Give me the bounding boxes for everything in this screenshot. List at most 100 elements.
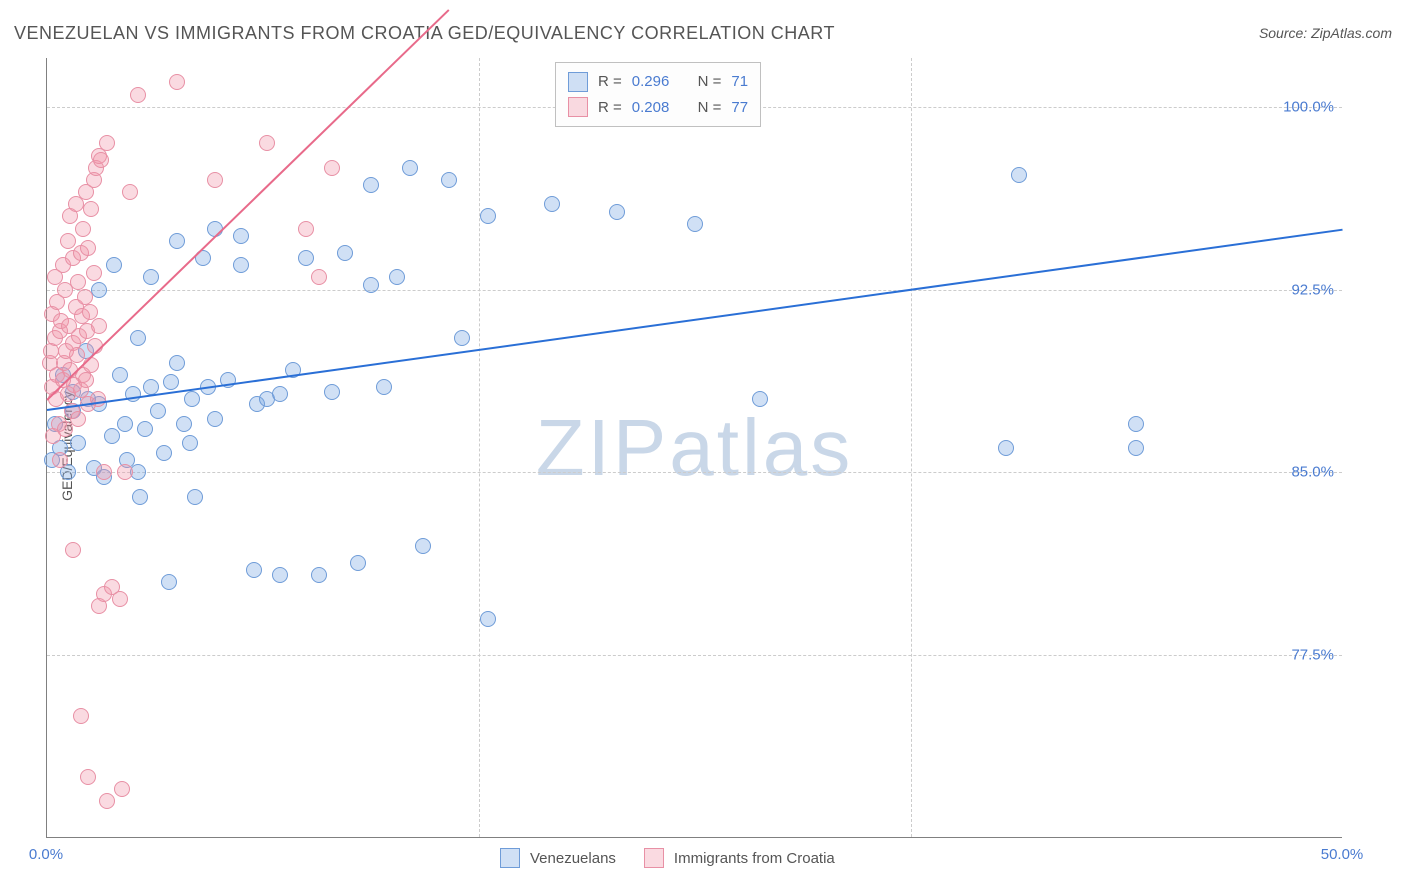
data-point [207,172,223,188]
data-point [150,403,166,419]
r-label: R = [598,95,622,121]
swatch-icon [500,848,520,868]
data-point [311,269,327,285]
data-point [132,489,148,505]
data-point [176,416,192,432]
swatch-icon [568,97,588,117]
data-point [106,257,122,273]
data-point [117,416,133,432]
data-point [363,177,379,193]
data-point [389,269,405,285]
plot-area: ZIPatlas 77.5% 85.0% 92.5% 100.0% [46,58,1342,838]
data-point [480,611,496,627]
data-point [272,567,288,583]
data-point [73,708,89,724]
n-value: 71 [731,69,748,95]
legend-stat-row: R = 0.296 N = 71 [568,69,748,95]
data-point [90,391,106,407]
data-point [207,411,223,427]
legend-item: Venezuelans [500,848,616,868]
r-value: 0.208 [632,95,670,121]
data-point [114,781,130,797]
data-point [1128,440,1144,456]
data-point [544,196,560,212]
data-point [998,440,1014,456]
data-point [78,372,94,388]
data-point [112,591,128,607]
data-point [125,386,141,402]
data-point [376,379,392,395]
data-point [70,435,86,451]
data-point [83,201,99,217]
gridline-vertical [911,58,912,837]
data-point [77,289,93,305]
gridline-horizontal [47,472,1342,473]
n-value: 77 [731,95,748,121]
data-point [337,245,353,261]
data-point [169,233,185,249]
data-point [350,555,366,571]
data-point [130,87,146,103]
data-point [91,318,107,334]
data-point [99,135,115,151]
data-point [272,386,288,402]
swatch-icon [644,848,664,868]
data-point [75,221,91,237]
data-point [65,542,81,558]
data-point [99,793,115,809]
data-point [169,355,185,371]
r-label: R = [598,69,622,95]
data-point [161,574,177,590]
data-point [96,464,112,480]
gridline-horizontal [47,290,1342,291]
data-point [86,265,102,281]
data-point [441,172,457,188]
swatch-icon [568,72,588,92]
data-point [259,135,275,151]
data-point [187,489,203,505]
y-tick-label: 77.5% [1291,647,1334,664]
data-point [480,208,496,224]
y-tick-label: 85.0% [1291,464,1334,481]
data-point [687,216,703,232]
data-point [104,428,120,444]
data-point [130,330,146,346]
data-point [311,567,327,583]
data-point [324,160,340,176]
r-value: 0.296 [632,69,670,95]
data-point [1011,167,1027,183]
legend-label: Immigrants from Croatia [674,850,835,867]
data-point [363,277,379,293]
data-point [169,74,185,90]
legend-stat-row: R = 0.208 N = 77 [568,95,748,121]
data-point [246,562,262,578]
n-label: N = [698,69,722,95]
data-point [91,282,107,298]
data-point [156,445,172,461]
data-point [122,184,138,200]
data-point [1128,416,1144,432]
data-point [143,269,159,285]
data-point [60,233,76,249]
n-label: N = [698,95,722,121]
data-point [415,538,431,554]
data-point [70,411,86,427]
watermark-atlas: atlas [669,403,853,492]
data-point [52,452,68,468]
data-point [80,240,96,256]
data-point [184,391,200,407]
watermark: ZIPatlas [536,402,853,494]
legend-correlation-box: R = 0.296 N = 71 R = 0.208 N = 77 [555,62,761,127]
data-point [137,421,153,437]
data-point [112,367,128,383]
source-label: Source: ZipAtlas.com [1259,25,1392,41]
trendline [47,229,1343,411]
y-tick-label: 92.5% [1291,281,1334,298]
data-point [402,160,418,176]
legend-series: Venezuelans Immigrants from Croatia [500,848,835,868]
x-tick-label: 50.0% [1321,846,1364,863]
data-point [609,204,625,220]
x-tick-label: 0.0% [29,846,63,863]
y-tick-label: 100.0% [1283,98,1334,115]
data-point [82,304,98,320]
